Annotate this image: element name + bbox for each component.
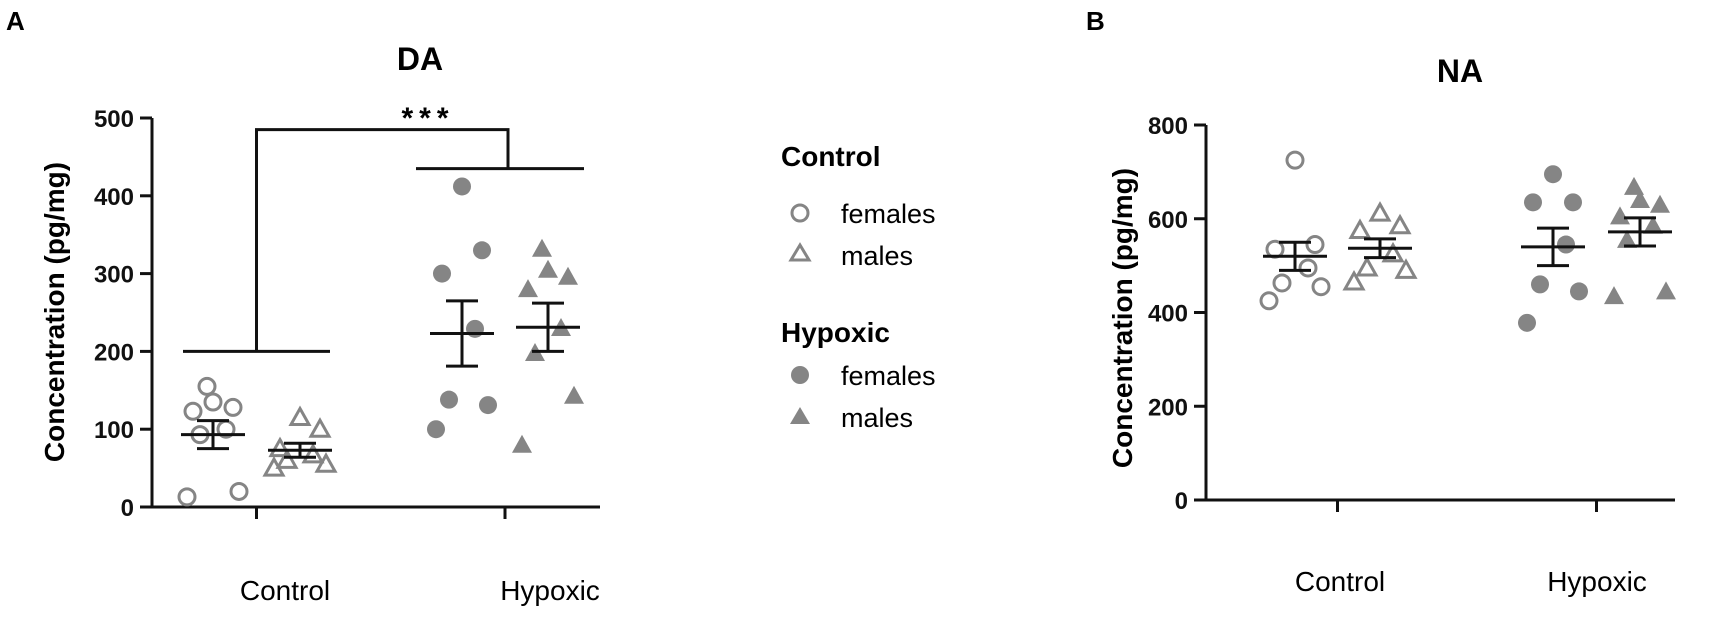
- y-tick-label: 600: [1148, 207, 1188, 234]
- data-point: [1650, 194, 1670, 213]
- panel-b-xtick-hypoxic: Hypoxic: [1547, 566, 1647, 597]
- data-point: [1557, 235, 1575, 254]
- legend-control-females-label: females: [841, 199, 936, 229]
- legend-hypoxic-females-label: females: [841, 361, 936, 391]
- legend-hypoxic-males-label: males: [841, 403, 913, 433]
- y-tick-label: 400: [1148, 301, 1188, 328]
- data-point: [308, 417, 332, 438]
- data-point: [1524, 193, 1542, 212]
- y-tick-label: 0: [1175, 488, 1188, 515]
- data-point: [1348, 218, 1372, 239]
- data-point: [223, 397, 243, 417]
- data-point: [1342, 269, 1366, 291]
- data-point: [1272, 273, 1292, 293]
- data-point: [1630, 190, 1650, 208]
- y-tick-label: 100: [94, 417, 134, 444]
- data-point: [1259, 291, 1279, 311]
- data-point: [564, 385, 584, 404]
- data-point: [1531, 275, 1549, 294]
- panel-b-ylabel: Concentration (pg/mg): [1107, 168, 1138, 468]
- data-point: [183, 401, 203, 421]
- y-tick-label: 200: [94, 339, 134, 366]
- data-point: [288, 405, 312, 427]
- panel-a-xtick-hypoxic: Hypoxic: [500, 575, 600, 606]
- legend-filled-circle-icon: [791, 366, 809, 384]
- data-point: [1564, 193, 1582, 212]
- panel-b-plot: 0 200 400 600 800: [1148, 113, 1676, 515]
- data-point: [532, 238, 552, 257]
- data-point: [558, 266, 578, 285]
- legend-open-triangle-icon: [788, 242, 812, 262]
- data-point: [466, 319, 484, 338]
- data-point: [229, 481, 249, 501]
- data-point: [538, 259, 558, 278]
- data-point: [440, 390, 458, 409]
- panel-a-letter: A: [6, 6, 25, 36]
- legend-control-heading: Control: [781, 141, 881, 172]
- data-point: [1570, 282, 1588, 301]
- significance-bracket: [183, 128, 584, 353]
- data-point: [1518, 313, 1536, 332]
- y-tick-label: 300: [94, 262, 134, 289]
- data-point: [1394, 258, 1418, 279]
- y-tick-label: 400: [94, 184, 134, 211]
- panel-a-ylabel: Concentration (pg/mg): [39, 162, 70, 462]
- data-point: [275, 448, 299, 469]
- data-point: [268, 436, 292, 458]
- data-point: [1305, 235, 1325, 255]
- data-point: [433, 264, 451, 283]
- panel-b-letter: B: [1086, 6, 1105, 36]
- panel-a-plot: 0 100 200 300 400 500: [94, 106, 600, 522]
- data-point: [427, 420, 445, 439]
- data-point: [1311, 277, 1331, 297]
- data-point: [512, 434, 532, 453]
- data-point: [1381, 241, 1405, 263]
- y-tick-label: 200: [1148, 394, 1188, 421]
- panel-a-xtick-control: Control: [240, 575, 330, 606]
- data-point: [1617, 229, 1637, 248]
- y-tick-label: 0: [121, 495, 134, 522]
- panel-b-title: NA: [1437, 53, 1483, 89]
- legend: Control females males Hypoxic females ma…: [781, 141, 936, 433]
- data-point: [1285, 150, 1305, 170]
- data-point: [1610, 206, 1630, 225]
- data-point: [1355, 255, 1379, 277]
- data-point: [197, 376, 217, 396]
- data-point: [203, 392, 223, 412]
- data-point: [473, 241, 491, 260]
- data-point: [301, 442, 325, 464]
- data-point: [1368, 201, 1392, 222]
- legend-hypoxic-heading: Hypoxic: [781, 317, 890, 348]
- bracket-line: [255, 128, 510, 352]
- data-point: [1604, 286, 1624, 305]
- legend-filled-triangle-icon: [790, 407, 810, 424]
- data-point: [1544, 165, 1562, 184]
- data-point: [177, 487, 197, 507]
- legend-open-circle-icon: [790, 203, 810, 223]
- legend-control-males-label: males: [841, 241, 913, 271]
- data-point: [1643, 215, 1663, 234]
- data-point: [518, 279, 538, 298]
- data-point: [479, 396, 497, 415]
- y-tick-label: 800: [1148, 113, 1188, 140]
- data-point: [1624, 176, 1644, 195]
- panel-b-xtick-control: Control: [1295, 566, 1385, 597]
- y-tick-label: 500: [94, 106, 134, 133]
- data-point: [1656, 281, 1676, 300]
- data-point: [453, 177, 471, 196]
- panel-a-title: DA: [397, 41, 443, 77]
- data-point: [1298, 258, 1318, 278]
- data-point: [1388, 213, 1412, 235]
